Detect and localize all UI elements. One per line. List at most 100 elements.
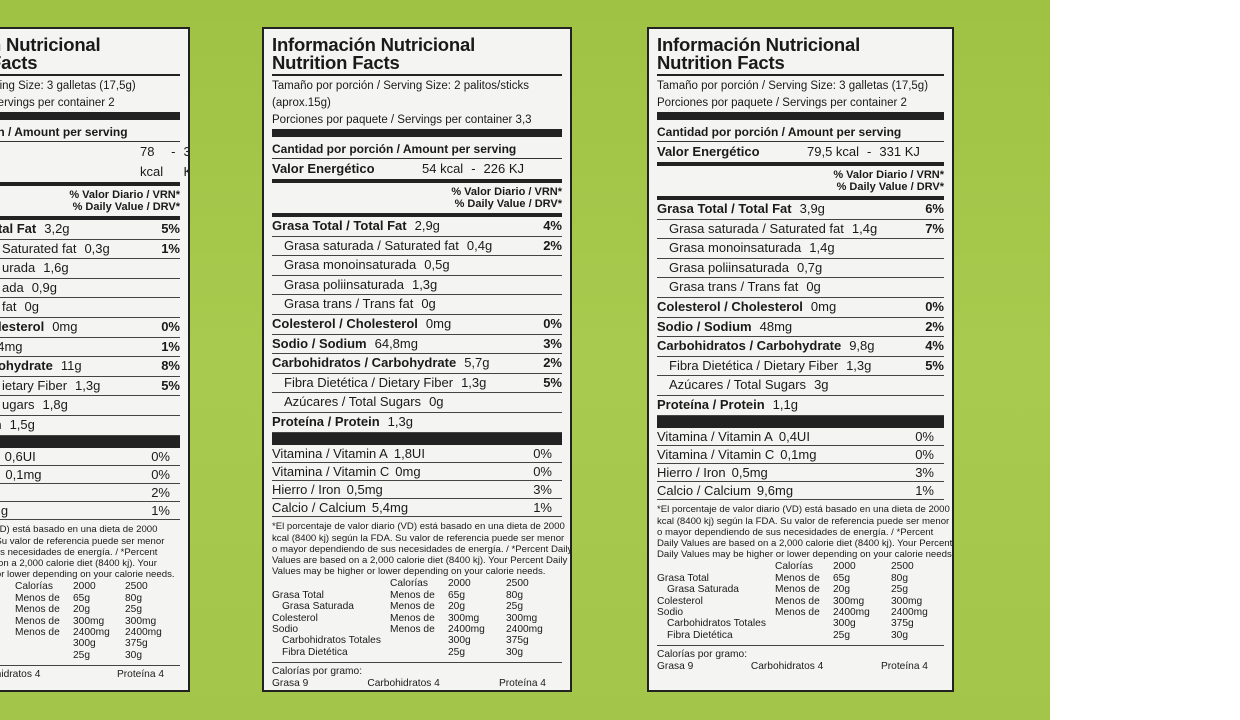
vitamin-amount: 9,6mg bbox=[756, 483, 794, 499]
table-cell: Menos de bbox=[775, 584, 820, 596]
footnote-line: *El porcentaje de valor diario (VD) está… bbox=[272, 521, 565, 533]
rule bbox=[657, 415, 944, 428]
nutrient-name: ada bbox=[2, 279, 24, 295]
nutrient-name: Grasa saturada / Saturated fat bbox=[284, 237, 459, 253]
table-cell bbox=[657, 561, 775, 572]
table-cell: 65g bbox=[73, 592, 90, 604]
footnote-line: kcal (8400 kj) según la FDA. Su valor de… bbox=[272, 532, 565, 544]
nutrient-dv: 5% bbox=[543, 374, 562, 390]
vitamin-name: Vitamina / Vitamin A bbox=[272, 445, 388, 461]
energy-sep: - bbox=[171, 144, 176, 159]
table-cell: 25g bbox=[448, 646, 465, 658]
calories-per-gram: ohidratos 4 Proteína 4 bbox=[0, 666, 180, 681]
footnote-line: o mayor dependiendo de sus necesidades d… bbox=[657, 526, 934, 538]
nutrient-name: Grasa monoinsaturada bbox=[284, 257, 417, 273]
title-line: Nutrition Facts bbox=[657, 52, 785, 73]
table-cell: Carbohidratos Totales bbox=[667, 618, 766, 630]
energy-kj: 331 KJ bbox=[879, 144, 920, 159]
nutrient-amount: 1,3g bbox=[846, 357, 872, 373]
footnote-line: Values are based on a 2,000 calorie diet… bbox=[272, 554, 568, 566]
table-cell: Menos de bbox=[390, 589, 435, 601]
vitamin-dv: 0% bbox=[533, 463, 552, 479]
cpg-item: Proteína 4 bbox=[880, 661, 928, 673]
panel-title: Información Nutricional Nutrition Facts bbox=[657, 34, 944, 76]
nutrient-amount: 0mg bbox=[52, 318, 78, 334]
rule bbox=[657, 196, 944, 200]
table-cell: Grasa Saturada bbox=[282, 601, 354, 613]
nutrient-dv: 0% bbox=[161, 318, 180, 334]
dv-header-line: % Valor Diario / VRN* bbox=[451, 186, 562, 198]
table-cell: 300mg bbox=[506, 612, 538, 624]
rule bbox=[0, 435, 180, 448]
table-cell bbox=[0, 650, 15, 661]
table-header: Calorías bbox=[15, 581, 53, 593]
table-cell: Colesterol bbox=[657, 595, 703, 607]
table-header: 2000 bbox=[448, 578, 471, 590]
title-line: n Nutricional bbox=[0, 34, 101, 55]
nutrient-name: Grasa saturada / Saturated fat bbox=[669, 220, 844, 236]
nutrient-amount: 0mg bbox=[810, 298, 837, 314]
footnote: *El porcentaje de valor diario (VD) está… bbox=[657, 500, 952, 560]
cpg-item: ohidratos 4 bbox=[0, 669, 41, 681]
table-cell bbox=[15, 638, 73, 649]
nutrient-name: bohydrate bbox=[0, 358, 53, 374]
nutrient-row: Grasa trans / Trans fat 0g bbox=[272, 295, 562, 315]
cpg-item: Carbohidratos 4 bbox=[367, 678, 440, 690]
nutrient-amount: 0g bbox=[24, 299, 39, 315]
energy-kj: 326 KJ bbox=[183, 144, 190, 179]
nutrient-dv: 6% bbox=[925, 201, 944, 216]
table-cell: 2400mg bbox=[448, 623, 485, 635]
footnote: (VD) está basado en una dieta de 2000. S… bbox=[0, 520, 180, 580]
footnote-line: sus necesidades de energía. / *Percent bbox=[0, 546, 158, 558]
table-cell: 300g bbox=[73, 638, 96, 650]
cpg-item: Grasa 9 bbox=[657, 661, 694, 673]
table-cell: Sodio bbox=[657, 606, 684, 618]
table-cell: 80g bbox=[125, 592, 142, 604]
nutrient-amount: 1,4g bbox=[851, 220, 878, 236]
footnote-line: r or lower depending on your calorie nee… bbox=[0, 569, 175, 581]
table-cell: 20g bbox=[448, 601, 465, 613]
nutrient-dv: 2% bbox=[925, 318, 944, 334]
nutrient-row: Carbohidratos / Carbohydrate 5,7g 2% bbox=[272, 354, 562, 374]
nutrient-row: urada 1,6g bbox=[0, 259, 180, 279]
nutrient-row: Fibra Dietética / Dietary Fiber 1,3g 5% bbox=[657, 357, 944, 377]
table-cell: 65g bbox=[448, 589, 465, 601]
rule bbox=[272, 179, 562, 183]
nutrient-name: ietary Fiber bbox=[2, 377, 68, 393]
nutrient-name: Azúcares / Total Sugars bbox=[284, 394, 422, 410]
vitamin-amount: 0mg bbox=[395, 463, 421, 479]
nutrient-dv: 5% bbox=[925, 357, 944, 373]
table-cell: Carbohidratos Totales bbox=[282, 635, 381, 647]
dv-header-line: % Valor Diario / VRN* bbox=[833, 169, 944, 181]
nutrient-amount: 0g bbox=[806, 279, 821, 295]
panel-title: n NutricionalFacts bbox=[0, 34, 180, 76]
table-cell: 30g bbox=[891, 629, 908, 641]
cpg-items: Grasa 9 Carbohidratos 4 Proteína 4 bbox=[272, 678, 562, 690]
rule bbox=[0, 216, 180, 220]
nutrient-amount: 0g bbox=[429, 394, 444, 410]
calories-per-gram: Calorías por gramo: Grasa 9 Carbohidratos … bbox=[272, 663, 562, 690]
energy-row: o78 kcal-326 KJ bbox=[0, 142, 188, 182]
nutrient-row: Sodio / Sodium 48mg 2% bbox=[657, 318, 944, 338]
footnote-line: *El porcentaje de valor diario (VD) está… bbox=[657, 504, 950, 516]
dv-table: Calorías 2000 2500 Grasa Total Menos de 65g 80… bbox=[657, 561, 944, 647]
nutrient-amount: 0,9g bbox=[31, 279, 58, 295]
rule bbox=[657, 112, 944, 120]
table-cell: 25g bbox=[833, 629, 850, 641]
nutrient-name: olesterol bbox=[0, 318, 45, 334]
nutrition-panel: Información Nutricional Nutrition Facts Ta… bbox=[262, 27, 572, 692]
nutrient-amount: 1,3g bbox=[461, 374, 487, 390]
nutrient-row: fat 0g bbox=[0, 298, 180, 318]
energy-label: Valor Energético bbox=[272, 161, 375, 176]
table-cell: Fibra Dietética bbox=[667, 629, 733, 641]
nutrient-dv: 0% bbox=[925, 298, 944, 314]
table-cell: 80g bbox=[891, 572, 908, 584]
energy-kj: 226 KJ bbox=[483, 161, 525, 176]
nutrient-name: Sodio / Sodium bbox=[657, 318, 752, 334]
dv-table: Calorías 2000 2500 Menos de 65g 80g Menos de 20… bbox=[0, 581, 180, 667]
nutrient-row: Sodio / Sodium 64,8mg 3% bbox=[272, 335, 562, 355]
cpg-label: Calorías por gramo: bbox=[272, 666, 363, 678]
table-cell: Fibra Dietética bbox=[282, 646, 348, 658]
vitamin-dv: 0% bbox=[533, 445, 552, 461]
